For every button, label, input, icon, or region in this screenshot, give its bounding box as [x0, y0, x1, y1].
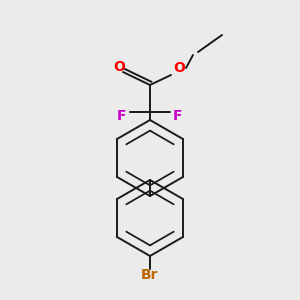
Text: O: O	[173, 61, 185, 75]
Text: O: O	[113, 60, 125, 74]
Text: F: F	[117, 109, 127, 123]
Text: Br: Br	[141, 268, 159, 282]
Text: F: F	[173, 109, 183, 123]
